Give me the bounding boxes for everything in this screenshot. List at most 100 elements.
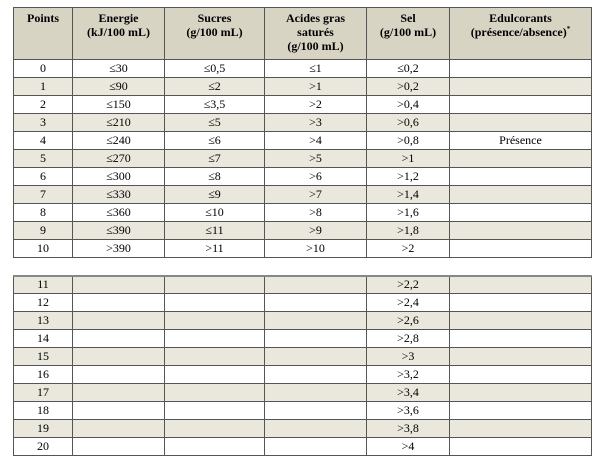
cell-sucres <box>164 274 265 294</box>
cell-sel: >2,8 <box>366 329 450 348</box>
cell-sucres: ≤11 <box>164 221 265 240</box>
table-row: 18 >3,6 <box>13 401 592 420</box>
cell-edulcorants <box>449 419 592 438</box>
cell-sucres <box>164 383 265 402</box>
cell-sel: >0,8 <box>366 131 450 150</box>
cell-acides-gras <box>264 383 367 402</box>
cell-points: 17 <box>13 383 73 402</box>
cell-energie <box>72 383 165 402</box>
cell-sucres <box>164 437 265 456</box>
cell-edulcorants <box>449 203 592 222</box>
cell-points: 15 <box>13 347 73 366</box>
cell-sucres: ≤5 <box>164 113 265 132</box>
table-body: 0 ≤30 ≤0,5 ≤1 ≤0,2 1 ≤90 ≤2 >1 >0,2 2 ≤150 ≤3,5 >2 >0,… <box>13 59 592 456</box>
table-row: 3 ≤210 ≤5 >3 >0,6 <box>13 113 592 132</box>
cell-acides-gras <box>264 311 367 330</box>
cell-edulcorants <box>449 311 592 330</box>
cell-points: 13 <box>13 311 73 330</box>
cell-energie <box>72 401 165 420</box>
separator-cell <box>264 257 367 276</box>
header-sel: Sel (g/100 mL) <box>366 7 450 60</box>
cell-sucres <box>164 311 265 330</box>
header-points: Points <box>13 7 73 60</box>
table-row: 5 ≤270 ≤7 >5 >1 <box>13 149 592 168</box>
table-row: 0 ≤30 ≤0,5 ≤1 ≤0,2 <box>13 59 592 78</box>
cell-sel: >1,2 <box>366 167 450 186</box>
cell-sucres: ≤2 <box>164 77 265 96</box>
cell-points: 11 <box>13 274 73 294</box>
cell-sel: ≤0,2 <box>366 59 450 78</box>
cell-edulcorants: Présence <box>449 131 592 150</box>
cell-sel: >2,4 <box>366 293 450 312</box>
cell-sel: >3,2 <box>366 365 450 384</box>
cell-acides-gras: >7 <box>264 185 367 204</box>
cell-sel: >2,6 <box>366 311 450 330</box>
cell-acides-gras <box>264 401 367 420</box>
cell-acides-gras: >5 <box>264 149 367 168</box>
header-acides-gras-satures: Acides gras saturés (g/100 mL) <box>264 7 367 60</box>
cell-energie: ≤30 <box>72 59 165 78</box>
table-row: 14 >2,8 <box>13 329 592 348</box>
table-row: 8 ≤360 ≤10 >8 >1,6 <box>13 203 592 222</box>
cell-sucres: >11 <box>164 239 265 258</box>
cell-sel: >1,8 <box>366 221 450 240</box>
cell-edulcorants <box>449 59 592 78</box>
cell-edulcorants <box>449 329 592 348</box>
table-row: 15 >3 <box>13 347 592 366</box>
cell-energie: ≤150 <box>72 95 165 114</box>
header-energie: Energie (kJ/100 mL) <box>72 7 165 60</box>
cell-points: 9 <box>13 221 73 240</box>
table-row: 2 ≤150 ≤3,5 >2 >0,4 <box>13 95 592 114</box>
cell-sucres: ≤10 <box>164 203 265 222</box>
cell-energie: ≤90 <box>72 77 165 96</box>
cell-points: 20 <box>13 437 73 456</box>
cell-edulcorants <box>449 293 592 312</box>
separator-cell <box>13 257 73 276</box>
cell-acides-gras: >8 <box>264 203 367 222</box>
cell-acides-gras <box>264 365 367 384</box>
cell-energie: ≤360 <box>72 203 165 222</box>
cell-edulcorants <box>449 95 592 114</box>
cell-points: 12 <box>13 293 73 312</box>
table-row: 13 >2,6 <box>13 311 592 330</box>
cell-edulcorants <box>449 167 592 186</box>
cell-acides-gras <box>264 419 367 438</box>
cell-sel: >3,8 <box>366 419 450 438</box>
header-row: Points Energie (kJ/100 mL) Sucres (g/100… <box>13 7 592 60</box>
cell-energie <box>72 311 165 330</box>
cell-edulcorants <box>449 221 592 240</box>
cell-points: 14 <box>13 329 73 348</box>
table-row: 1 ≤90 ≤2 >1 >0,2 <box>13 77 592 96</box>
cell-sucres <box>164 347 265 366</box>
cell-points: 3 <box>13 113 73 132</box>
cell-acides-gras: >6 <box>264 167 367 186</box>
cell-sucres <box>164 329 265 348</box>
table-row: 17 >3,4 <box>13 383 592 402</box>
cell-acides-gras: >4 <box>264 131 367 150</box>
separator-cell <box>72 257 165 276</box>
cell-energie: ≤330 <box>72 185 165 204</box>
cell-energie: ≤270 <box>72 149 165 168</box>
cell-points: 5 <box>13 149 73 168</box>
cell-sel: >1,4 <box>366 185 450 204</box>
cell-energie <box>72 437 165 456</box>
cell-points: 7 <box>13 185 73 204</box>
cell-points: 1 <box>13 77 73 96</box>
separator-cell <box>449 257 592 276</box>
table-row: 11 >2,2 <box>13 274 592 294</box>
cell-acides-gras: >3 <box>264 113 367 132</box>
cell-edulcorants <box>449 401 592 420</box>
cell-energie <box>72 347 165 366</box>
cell-edulcorants <box>449 185 592 204</box>
table-row: 20 >4 <box>13 437 592 456</box>
cell-energie <box>72 329 165 348</box>
cell-sel: >0,4 <box>366 95 450 114</box>
table-row: 16 >3,2 <box>13 365 592 384</box>
table-row: 10 >390 >11 >10 >2 <box>13 239 592 258</box>
cell-edulcorants <box>449 437 592 456</box>
cell-acides-gras: ≤1 <box>264 59 367 78</box>
cell-points: 10 <box>13 239 73 258</box>
table-row: 9 ≤390 ≤11 >9 >1,8 <box>13 221 592 240</box>
table-row: 19 >3,8 <box>13 419 592 438</box>
section-separator <box>13 257 592 276</box>
